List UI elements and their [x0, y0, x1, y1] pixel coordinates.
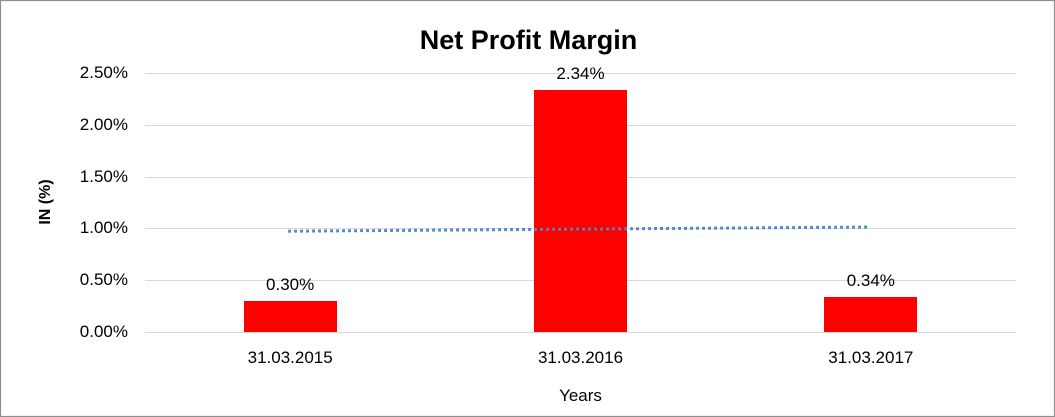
- x-tick-label: 31.03.2016: [537, 348, 624, 367]
- chart-title: Net Profit Margin: [419, 25, 638, 55]
- y-tick-label: 0.00%: [79, 322, 128, 341]
- x-tick-label: 31.03.2017: [828, 348, 914, 367]
- y-tick-label: 1.00%: [79, 218, 128, 238]
- gridline: [145, 332, 1016, 333]
- bar-31.03.2015: [243, 300, 337, 332]
- data-label-31.03.2017: 0.34%: [846, 270, 895, 290]
- bar-31.03.2017: [824, 296, 918, 332]
- y-tick-label: 0.50%: [79, 270, 128, 290]
- data-label-31.03.2016: 2.34%: [556, 63, 605, 83]
- data-label-31.03.2015: 0.30%: [266, 274, 315, 294]
- gridline: [145, 73, 1016, 74]
- y-tick-label: 2.00%: [79, 114, 128, 134]
- y-tick-label: 2.50%: [79, 63, 128, 82]
- x-axis-title: Years: [559, 386, 602, 405]
- y-tick-label: 1.50%: [79, 166, 128, 186]
- bar-31.03.2016: [534, 89, 627, 332]
- x-tick-label: 31.03.2015: [247, 348, 333, 367]
